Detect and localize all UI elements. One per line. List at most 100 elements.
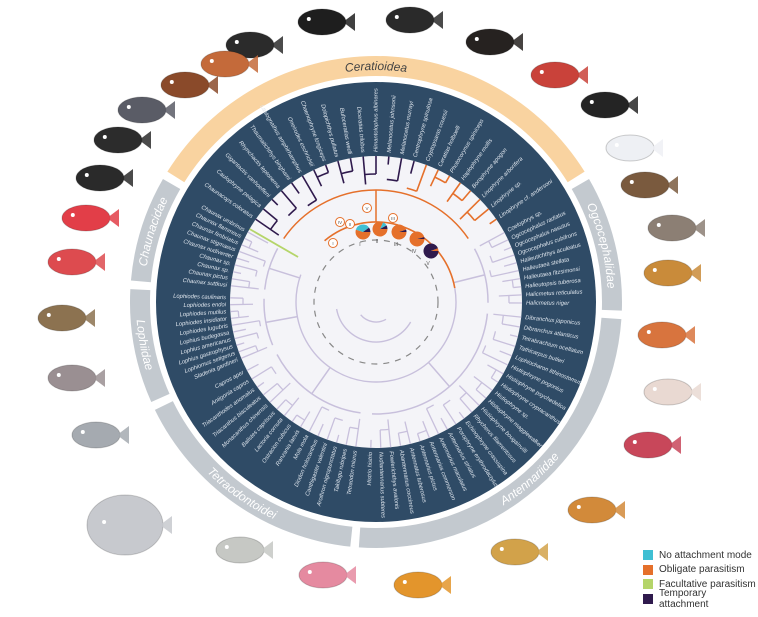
- tree-branch: [442, 399, 451, 406]
- svg-text:III: III: [391, 216, 395, 221]
- tree-branch: [270, 366, 277, 375]
- dashed-reference-circle: [313, 239, 439, 365]
- tree-branch: [386, 178, 398, 182]
- tree-branch: [442, 404, 457, 425]
- legend-swatch: [643, 564, 653, 575]
- tree-branch: [509, 334, 518, 338]
- tree-branch: [453, 274, 485, 284]
- tree-branch: [236, 342, 245, 346]
- fish-illustration: [298, 561, 356, 589]
- pie-chart: IV: [409, 231, 425, 255]
- tree-branch: [341, 170, 353, 175]
- svg-text:I: I: [332, 241, 333, 246]
- pie-label: IV: [412, 249, 417, 255]
- tree-branch: [511, 279, 514, 288]
- tree-branch: [308, 406, 323, 433]
- legend-swatch: [643, 550, 653, 561]
- tree-branch: [335, 308, 412, 343]
- legend: No attachment mode Obligate parasitism Fac…: [643, 548, 758, 610]
- tree-branch: [487, 364, 504, 375]
- tree-branch: [429, 169, 439, 187]
- tree-branch: [360, 314, 387, 323]
- species-label: Lophiodes caulinaris: [173, 294, 226, 302]
- fish-illustration: [385, 6, 443, 34]
- legend-item: Facultative parasitism: [643, 577, 758, 592]
- clade-band: [571, 179, 622, 311]
- fish-illustration: [567, 496, 625, 524]
- fish-illustration: [620, 171, 678, 199]
- tree-branch: [248, 241, 253, 249]
- pie-slice: [355, 224, 370, 232]
- pie-label: I: [359, 242, 360, 248]
- tree-branch: [296, 414, 305, 421]
- tree-branch: [440, 417, 448, 430]
- species-label: Melanocetus johnsonii: [387, 95, 398, 153]
- tree-branch: [321, 406, 330, 411]
- tree-branch: [426, 404, 434, 410]
- tree-branch: [345, 427, 351, 446]
- tree-branch: [244, 237, 253, 243]
- fish-illustration: [47, 364, 105, 392]
- tree-branch: [417, 429, 427, 435]
- tree-branch: [291, 414, 298, 422]
- tree-branch: [398, 430, 408, 434]
- tree-branch: [501, 323, 520, 328]
- tree-branch: [498, 294, 522, 297]
- tree-branch: [236, 257, 250, 263]
- fish-illustration: [580, 91, 638, 119]
- tree-branch: [406, 187, 417, 192]
- tree-branch: [311, 367, 331, 395]
- tree-branch: [434, 176, 446, 184]
- pie-chart: I: [355, 224, 371, 248]
- tree-branch: [427, 361, 451, 388]
- tree-branch: [482, 352, 509, 366]
- species-label: Histrio histrio: [367, 451, 374, 485]
- pie-slice: [391, 224, 407, 240]
- tree-branch: [489, 255, 494, 263]
- tree-branch: [248, 281, 251, 288]
- tree-branch: [251, 366, 272, 380]
- tree-branch: [446, 182, 462, 203]
- fish-illustration: [643, 259, 701, 287]
- tree-branch: [255, 345, 259, 352]
- tree-branch: [262, 382, 278, 396]
- pie-slice: [431, 248, 439, 251]
- pie-slice: [380, 225, 388, 229]
- tree-branch: [490, 377, 499, 383]
- fish-illustrations: [37, 6, 705, 599]
- fish-illustration: [61, 204, 119, 232]
- facultative-branch: [249, 228, 299, 258]
- pie-chart: V: [423, 243, 439, 267]
- tree-branch: [287, 207, 297, 217]
- legend-label: Obligate parasitism: [659, 564, 745, 576]
- legend-item: Temporary attachment: [643, 588, 758, 610]
- tree-branch: [499, 350, 512, 357]
- pie-label: V: [426, 261, 430, 267]
- clade-band: [130, 179, 181, 283]
- tree-branch: [335, 434, 340, 443]
- pie-chart: II: [372, 221, 388, 245]
- tree-branch: [503, 246, 512, 251]
- legend-label: Facultative parasitism: [659, 578, 756, 590]
- tree-branch: [513, 286, 522, 289]
- tree-branch: [458, 385, 480, 406]
- tree-branch: [481, 345, 487, 354]
- tree-branch: [247, 231, 269, 244]
- svg-text:II: II: [349, 222, 352, 227]
- node-marker: II: [345, 219, 355, 229]
- tree-branch: [276, 383, 284, 391]
- tree-branch: [232, 328, 246, 333]
- tree-branch: [416, 433, 421, 442]
- tree-branch: [444, 175, 451, 184]
- tree-branch: [488, 240, 493, 248]
- tree-branch: [379, 429, 382, 448]
- fish-illustration: [75, 164, 133, 192]
- tree-branch: [337, 160, 345, 184]
- svg-text:V: V: [365, 206, 368, 211]
- pie-slice: [363, 227, 371, 232]
- species-label: Halicmetus reticulatus: [526, 289, 583, 298]
- fish-illustration: [623, 431, 681, 459]
- tree-branch: [276, 399, 287, 410]
